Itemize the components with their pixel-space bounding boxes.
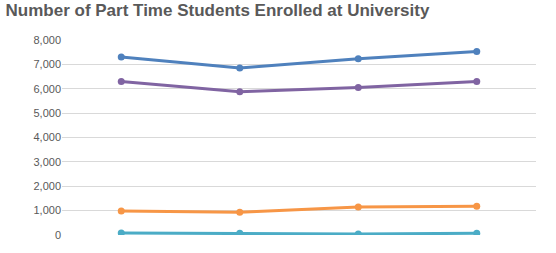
svg-text:7,000: 7,000 xyxy=(33,58,61,70)
svg-text:4,000: 4,000 xyxy=(33,131,61,143)
svg-text:6,000: 6,000 xyxy=(33,83,61,95)
svg-text:Number of Part Time Students E: Number of Part Time Students Enrolled at… xyxy=(6,1,430,20)
svg-text:2,000: 2,000 xyxy=(33,180,61,192)
svg-text:0: 0 xyxy=(55,229,61,241)
svg-text:5,000: 5,000 xyxy=(33,107,61,119)
svg-text:1,000: 1,000 xyxy=(33,204,61,216)
svg-text:3,000: 3,000 xyxy=(33,156,61,168)
svg-text:8,000: 8,000 xyxy=(33,34,61,46)
